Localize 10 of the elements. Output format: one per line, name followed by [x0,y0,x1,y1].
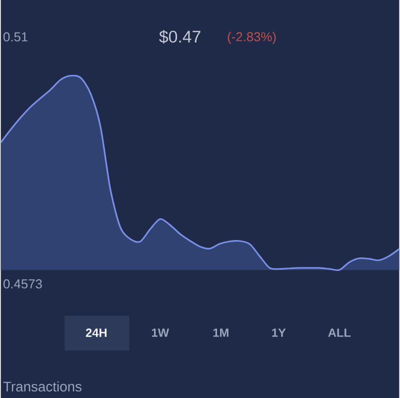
text: 1Y [272,328,286,337]
text: 0.4573 [3,279,42,288]
text: 1W [152,328,170,337]
text: $0.47 [159,30,200,44]
text: 0.51 [3,32,28,42]
text: (-2.83%) [228,32,276,44]
text: ALL [328,328,351,337]
text: Transactions [3,381,82,392]
text: 24H [86,328,107,337]
text: 1M [213,328,228,337]
